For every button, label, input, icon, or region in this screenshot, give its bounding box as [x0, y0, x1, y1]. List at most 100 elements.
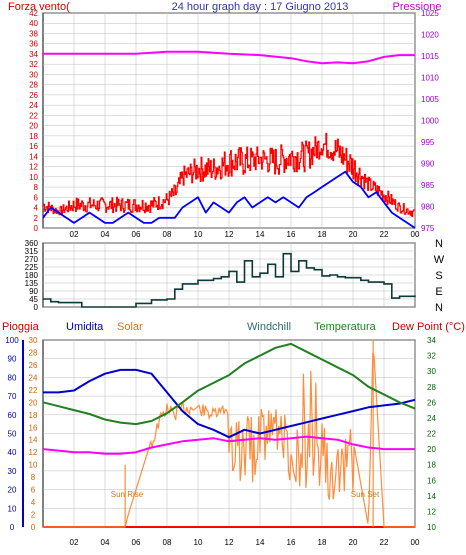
- rain-axis-label: Pioggia: [2, 321, 40, 333]
- wind-speed-tick-label: 32: [29, 60, 38, 69]
- solar-axis-label: Solar: [117, 321, 143, 333]
- wind-average-line: [42, 170, 416, 229]
- direction-degree-tick-label: 360: [25, 239, 39, 248]
- wind-time-tick-label: 10: [194, 230, 203, 239]
- sunrise-annotation: Sun Rise: [111, 490, 144, 499]
- temperature-tick-label: 30: [427, 367, 436, 376]
- temperature-tick-label: 32: [427, 352, 436, 361]
- solar-tick-label: 0: [31, 523, 36, 532]
- solar-tick-label: 16: [29, 423, 38, 432]
- wind-speed-tick-label: 2: [34, 214, 39, 223]
- wind-series-layer: [42, 50, 416, 229]
- wind-speed-tick-label: 6: [34, 193, 39, 202]
- climate-time-tick-label: 06: [132, 538, 141, 547]
- climate-time-tick-label: 02: [70, 538, 79, 547]
- rain-humidity-tick-label: 60: [8, 411, 17, 420]
- temperature-tick-label: 12: [427, 507, 436, 516]
- pressure-line: [43, 50, 415, 65]
- solar-tick-label: 10: [29, 461, 38, 470]
- direction-degree-tick-label: 135: [25, 279, 39, 288]
- wind-speed-tick-label: 14: [29, 152, 38, 161]
- wind-speed-tick-label: 0: [34, 224, 39, 233]
- pressure-tick-label: 1005: [421, 95, 439, 104]
- compass-direction-label: E: [435, 286, 442, 298]
- rain-humidity-tick-label: 0: [10, 523, 15, 532]
- solar-tick-label: 4: [31, 498, 36, 507]
- direction-degree-tick-label: 225: [25, 263, 39, 272]
- wind-speed-tick-label: 36: [29, 40, 38, 49]
- temperature-tick-label: 16: [427, 476, 436, 485]
- humidity-axis-label: Umidita: [66, 321, 104, 333]
- rain-humidity-tick-label: 20: [8, 486, 17, 495]
- wind-time-tick-label: 02: [70, 230, 79, 239]
- compass-direction-label: S: [435, 270, 442, 282]
- solar-tick-label: 30: [29, 336, 38, 345]
- temperature-tick-label: 14: [427, 492, 436, 501]
- solar-tick-label: 12: [29, 448, 38, 457]
- direction-series-layer: [43, 252, 416, 308]
- pressure-tick-label: 1000: [421, 117, 439, 126]
- pressure-axis-label: Pressione: [393, 1, 442, 13]
- wind-speed-tick-label: 22: [29, 111, 38, 120]
- wind-time-tick-label: 20: [349, 230, 358, 239]
- wind-time-tick-label: 06: [132, 230, 141, 239]
- wind-time-tick-label: 14: [256, 230, 265, 239]
- wind-speed-tick-label: 12: [29, 163, 38, 172]
- climate-time-tick-label: 12: [225, 538, 234, 547]
- climate-time-tick-label: 14: [256, 538, 265, 547]
- wind-speed-tick-label: 20: [29, 122, 38, 131]
- direction-grid: [43, 242, 416, 308]
- wind-speed-tick-label: 10: [29, 173, 38, 182]
- climate-time-axis: 02 04 06 08 10 12 14 16 18 20 22 00: [70, 538, 420, 547]
- solar-tick-label: 8: [31, 473, 36, 482]
- wind-speed-tick-label: 38: [29, 29, 38, 38]
- pressure-tick-label: 975: [421, 224, 435, 233]
- wind-time-tick-label: 18: [318, 230, 327, 239]
- rain-humidity-tick-label: 30: [8, 467, 17, 476]
- wind-time-tick-label: 08: [163, 230, 172, 239]
- direction-degree-tick-label: 90: [29, 287, 38, 296]
- wind-speed-tick-label: 42: [29, 9, 38, 18]
- dewpoint-axis-label: Dew Point (°C): [392, 321, 465, 333]
- direction-degree-tick-label: 45: [29, 295, 38, 304]
- solar-tick-label: 28: [29, 348, 38, 357]
- solar-tick-label: 14: [29, 436, 38, 445]
- climate-time-tick-label: 22: [380, 538, 389, 547]
- temperature-line: [42, 342, 416, 426]
- compass-direction-label: N: [435, 238, 443, 250]
- wind-speed-tick-label: 24: [29, 101, 38, 110]
- pressure-tick-label: 980: [421, 203, 435, 212]
- climate-time-tick-label: 18: [318, 538, 327, 547]
- sunset-annotation: Sun Set: [351, 490, 380, 499]
- solar-tick-label: 2: [31, 511, 36, 520]
- pressure-tick-label: 1010: [421, 74, 439, 83]
- wind-speed-tick-label: 34: [29, 50, 38, 59]
- wind-time-tick-label: 12: [225, 230, 234, 239]
- solar-tick-label: 6: [31, 486, 36, 495]
- pressure-tick-label: 990: [421, 160, 435, 169]
- solar-tick-label: 22: [29, 386, 38, 395]
- temperature-tick-label: 24: [427, 414, 436, 423]
- wind-speed-tick-label: 40: [29, 19, 38, 28]
- direction-degree-tick-label: 315: [25, 247, 39, 256]
- chart-title: 24 hour graph day : 17 Giugno 2013: [172, 1, 349, 13]
- climate-time-tick-label: 04: [101, 538, 110, 547]
- wind-time-axis: 02 04 06 08 10 12 14 16 18 20 22 00: [70, 230, 420, 239]
- direction-degree-tick-label: 180: [25, 271, 39, 280]
- wind-speed-tick-label: 4: [34, 204, 39, 213]
- temperature-tick-label: 18: [427, 461, 436, 470]
- temperature-tick-label: 10: [427, 523, 436, 532]
- wind-speed-tick-label: 18: [29, 132, 38, 141]
- dewpoint-line: [42, 435, 415, 455]
- rain-humidity-tick-label: 70: [8, 392, 17, 401]
- pressure-tick-label: 985: [421, 181, 435, 190]
- direction-degree-tick-label: 270: [25, 255, 39, 264]
- climate-time-tick-label: 10: [194, 538, 203, 547]
- climate-time-tick-label: 08: [163, 538, 172, 547]
- pressure-tick-label: 1015: [421, 52, 439, 61]
